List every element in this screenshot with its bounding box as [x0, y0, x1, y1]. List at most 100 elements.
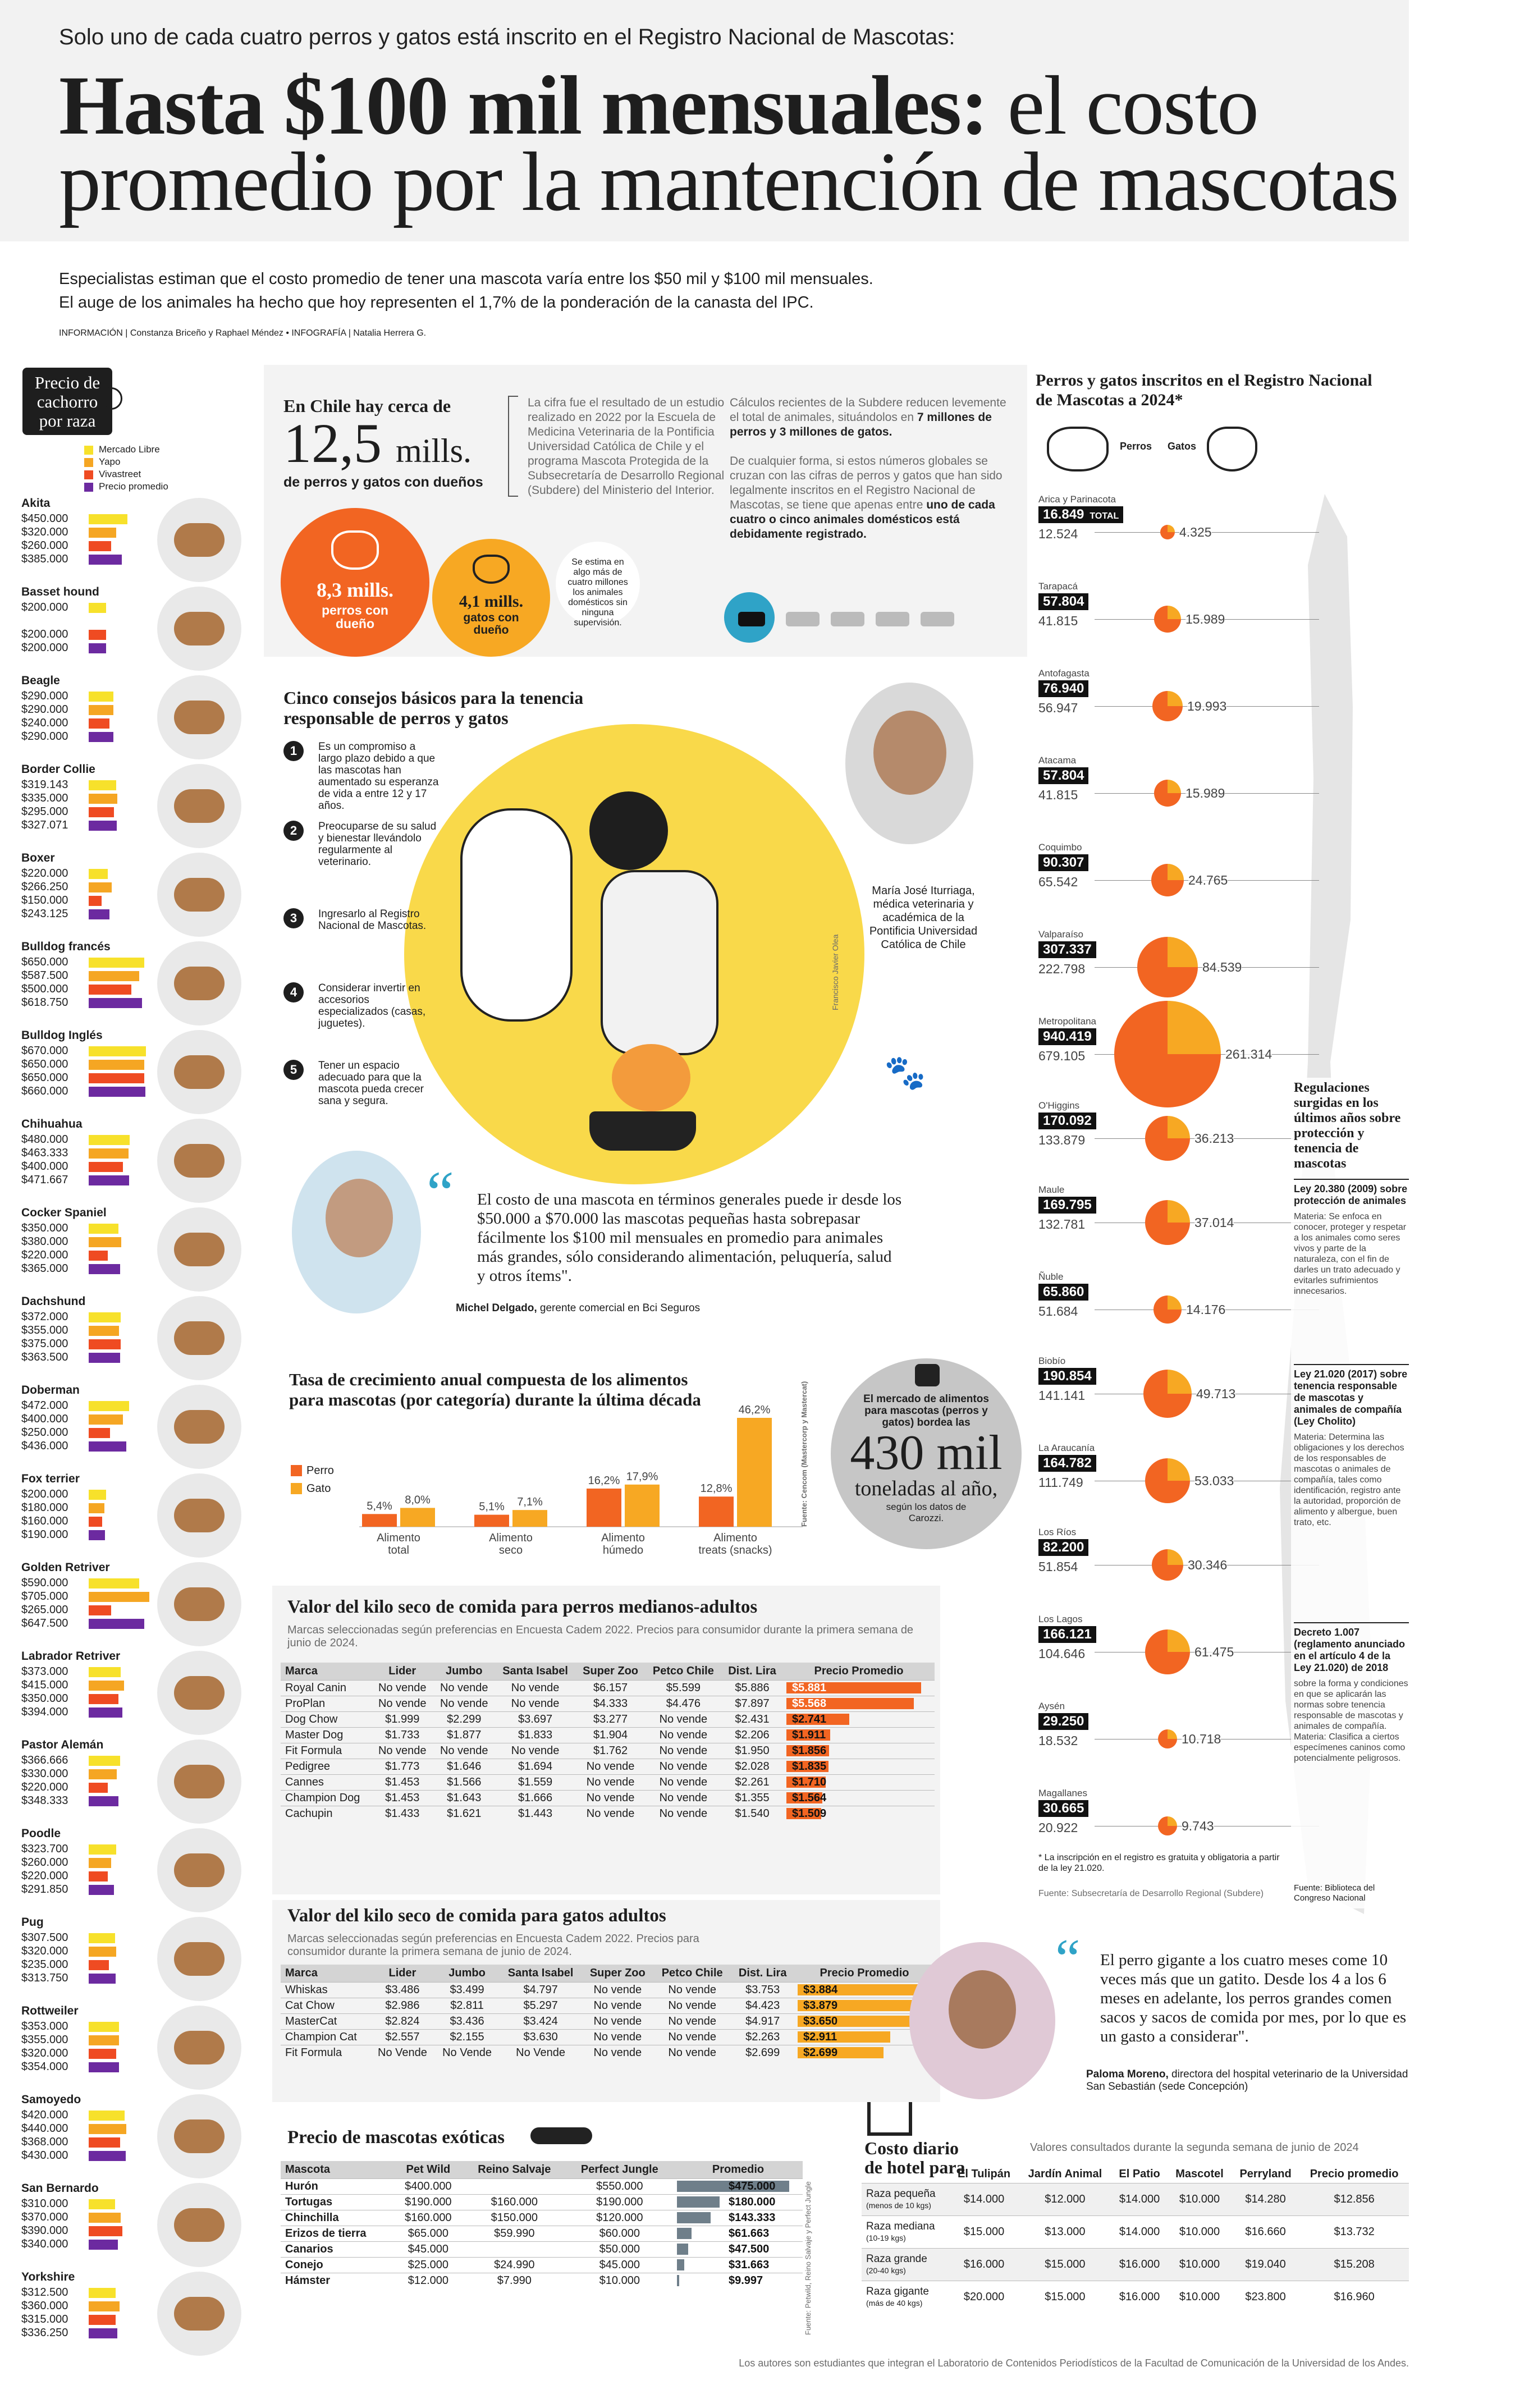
breed-price: $480.000	[21, 1133, 68, 1146]
breed-price: $200.000	[21, 642, 68, 654]
table-cell: $1.453	[371, 1790, 433, 1806]
category-line: treats (snacks)	[698, 1544, 772, 1556]
breed-price-row: $440.000	[21, 2122, 167, 2135]
breed-price-row: $235.000	[21, 1958, 167, 1971]
tip-text: Preocuparse de su salud y bienestar llev…	[318, 821, 437, 868]
region-dot	[1137, 937, 1198, 997]
region-dot	[1152, 691, 1183, 721]
breed-price-bar	[89, 1619, 144, 1629]
breed-price: $200.000	[21, 628, 68, 640]
hotel-value: $12.000	[1045, 2193, 1086, 2205]
table-cell: $1.443	[495, 1806, 576, 1821]
table-cell: $16.000	[949, 2248, 1019, 2281]
breed-price-row: $220.000	[21, 1870, 167, 1882]
breed-price: $368.000	[21, 2136, 68, 2148]
region-dogs: 133.879	[1038, 1133, 1086, 1147]
dog-icon	[738, 612, 765, 626]
region-total-value: 169.795	[1043, 1197, 1092, 1212]
dog-icon	[174, 967, 225, 1000]
table-value: $1.540	[735, 1807, 770, 1820]
table-value: Cannes	[285, 1776, 324, 1788]
table-row: Erizos de tierra $65.000 $59.990 $60.000 $61…	[281, 2226, 803, 2242]
breed-price-row: $260.000	[21, 539, 167, 552]
law-item: Ley 20.380 (2009) sobre protección de an…	[1294, 1179, 1409, 1297]
breed-price-bar	[89, 2288, 116, 2298]
region-dot	[1154, 1295, 1182, 1324]
tag-ring-icon	[100, 387, 122, 410]
table-cell: $1.877	[433, 1727, 495, 1743]
breed-price-bar	[89, 1667, 121, 1677]
breed-price-bar	[89, 807, 114, 817]
region-total-value: 76.940	[1043, 681, 1084, 696]
breed-price: $370.000	[21, 2211, 68, 2223]
breed-price-bar	[89, 1414, 123, 1425]
breed-item: Bulldog Inglés $670.000 $650.000 $650.000 $6…	[17, 1029, 253, 1118]
breed-price-row: $319.143	[21, 779, 167, 791]
hotel-value: $15.000	[1045, 2258, 1086, 2270]
intro-col2a-bold: 7 millones de perros y 3 millones de gat…	[730, 411, 992, 438]
table-value: Erizos de tierra	[285, 2227, 367, 2240]
region-cats: 84.539	[1202, 960, 1242, 975]
region-item: Maule 169.795 132.781 37.014	[1038, 1184, 1375, 1252]
avg-price: $5.568	[792, 1697, 827, 1710]
growth-bar-label: 5,4%	[367, 1500, 392, 1512]
quote1-author: Michel Delgado, gerente comercial en Bci…	[456, 1302, 700, 1315]
breed-price-bar	[89, 555, 122, 565]
breed-price-row: $330.000	[21, 1768, 167, 1780]
breed-name: Basset hound	[21, 585, 99, 598]
table-header: Lider	[388, 1665, 416, 1677]
region-total-value: 57.804	[1043, 768, 1084, 783]
breed-price-row: $705.000	[21, 1590, 167, 1603]
avg-price: $1.911	[792, 1729, 826, 1741]
dog-icon	[174, 2297, 225, 2331]
avg-price: $1.710	[792, 1776, 827, 1788]
breed-price: $290.000	[21, 703, 68, 716]
table-cell: $1.733	[371, 1727, 433, 1743]
breed-price-row: $350.000	[21, 1222, 167, 1234]
hotel-value: $16.960	[1334, 2291, 1375, 2304]
region-dot	[1145, 1116, 1190, 1161]
region-dot	[1145, 1458, 1190, 1503]
breed-price: $160.000	[21, 1515, 68, 1527]
headline-rest1: el costo	[987, 59, 1259, 152]
region-dogs: 51.684	[1038, 1304, 1078, 1319]
category-line: Alimento	[713, 1532, 757, 1544]
market-unit: toneladas al año,	[854, 1477, 998, 1500]
table-header: Reino Salvaje	[478, 2163, 551, 2176]
avg-price: $47.500	[729, 2243, 770, 2255]
breed-price: $327.071	[21, 819, 68, 831]
quote-mark-icon: “	[427, 1159, 454, 1227]
region-cats: 15.989	[1185, 786, 1225, 801]
table-cell: $1.433	[371, 1806, 433, 1821]
dog-icon	[174, 1853, 225, 1887]
breed-price: $587.500	[21, 969, 68, 982]
region-cats: 4.325	[1179, 525, 1212, 540]
law-body: Materia: Determina las obligaciones y lo…	[1294, 1432, 1404, 1527]
breed-price: $315.000	[21, 2313, 68, 2325]
table-cell: $23.800	[1231, 2281, 1300, 2314]
avg-price-bar	[798, 2000, 921, 2011]
breed-item: Pastor Alemán $366.666 $330.000 $220.000 $34…	[17, 1738, 253, 1827]
breed-price: $310.000	[21, 2198, 68, 2210]
breed-price-row: $350.000	[21, 1692, 167, 1705]
region-name: Valparaíso	[1038, 929, 1084, 940]
region-name: Antofagasta	[1038, 668, 1090, 679]
breed-item: Rottweiler $353.000 $355.000 $320.000 $354.0…	[17, 2004, 253, 2093]
region-total-value: 170.092	[1043, 1113, 1092, 1128]
breed-price: $330.000	[21, 1768, 68, 1780]
growth-bar-label: 12,8%	[701, 1482, 733, 1495]
breed-price: $375.000	[21, 1338, 68, 1350]
table-row: Fit Formula No Vende No Vende No Vende No ve…	[281, 2045, 935, 2061]
avg-price: $1.509	[792, 1807, 827, 1820]
table-row: Raza grande (20-40 kgs) $16.000 $15.000 $16.…	[862, 2248, 1409, 2281]
region-cats: 10.718	[1182, 1732, 1221, 1747]
growth-bar	[737, 1417, 772, 1527]
table-value: Cat Chow	[285, 1999, 335, 2012]
table-cell: No vende	[653, 1982, 731, 1998]
breed-item: Poodle $323.700 $260.000 $220.000 $291.850	[17, 1827, 253, 1916]
table-cell: $7.990	[463, 2273, 566, 2288]
breed-photo	[157, 1562, 241, 1646]
region-total: 166.121	[1038, 1626, 1096, 1643]
table-value: No vende	[440, 1745, 488, 1757]
tip-text: Tener un espacio adecuado para que la ma…	[318, 1060, 424, 1107]
